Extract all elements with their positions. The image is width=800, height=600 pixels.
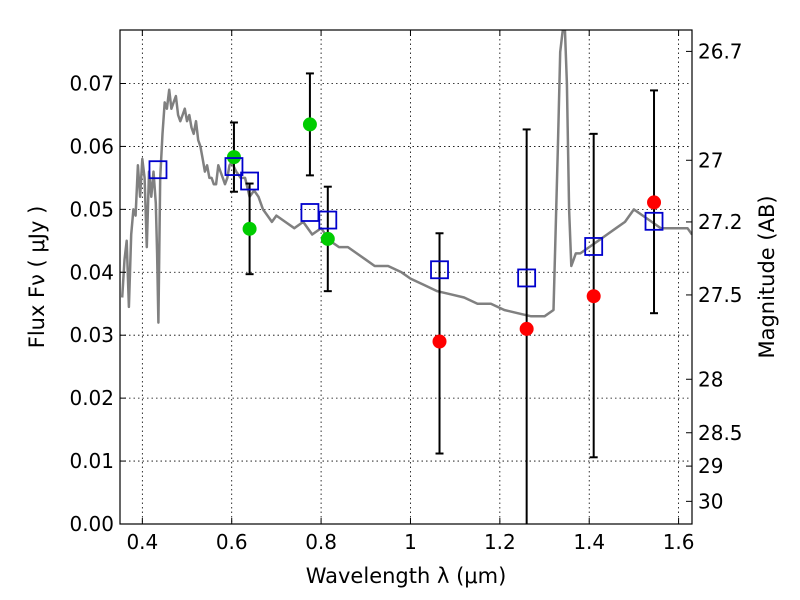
x-tick-label: 1 bbox=[404, 530, 417, 554]
upper-limit-point bbox=[519, 321, 534, 336]
detection-point bbox=[302, 117, 317, 132]
y-tick-label: 0.05 bbox=[69, 197, 114, 221]
right-tick-label: 27.5 bbox=[698, 283, 743, 307]
y-axis-title: Flux Fν ( μJy ) bbox=[25, 206, 49, 349]
model-photometry-point bbox=[584, 237, 604, 256]
right-tick-label: 27.2 bbox=[698, 210, 743, 234]
x-tick-label: 0.8 bbox=[305, 530, 337, 554]
data-markers bbox=[148, 117, 664, 349]
y-tick-label: 0.03 bbox=[69, 323, 114, 347]
upper-limit-point bbox=[647, 195, 662, 210]
detection-point bbox=[242, 221, 257, 236]
right-tick-label: 29 bbox=[698, 454, 723, 478]
detection-point bbox=[226, 150, 241, 165]
y-tick-label: 0.07 bbox=[69, 71, 114, 95]
model-photometry-point bbox=[430, 260, 449, 280]
upper-limit-point bbox=[432, 334, 447, 349]
model-photometry-point bbox=[517, 268, 537, 288]
x-tick-label: 0.4 bbox=[126, 530, 158, 554]
model-photometry-point bbox=[148, 160, 168, 180]
model-photometry-point bbox=[240, 171, 259, 191]
y-tick-label: 0.06 bbox=[69, 134, 114, 158]
plot-frame bbox=[119, 29, 693, 525]
right-axis-title: Magnitude (AB) bbox=[755, 195, 779, 358]
upper-limit-point bbox=[586, 289, 601, 304]
model-photometry-point bbox=[224, 157, 244, 176]
model-photometry-point bbox=[300, 203, 320, 222]
axis-ticks: 0.4 0.6 0.8 1 1.2 1.4 1.6 0.00 0.01 0.02 0.03 0.04 0… bbox=[69, 30, 743, 554]
right-tick-label: 30 bbox=[698, 489, 723, 513]
x-tick-label: 1.2 bbox=[484, 530, 516, 554]
x-axis-title: Wavelength λ (μm) bbox=[306, 564, 507, 588]
detection-point bbox=[320, 231, 335, 246]
x-tick-label: 0.6 bbox=[216, 530, 248, 554]
y-tick-label: 0.02 bbox=[69, 386, 114, 410]
right-tick-label: 28.5 bbox=[698, 421, 743, 445]
x-tick-label: 1.4 bbox=[573, 530, 605, 554]
y-tick-label: 0.01 bbox=[69, 449, 114, 473]
y-tick-label: 0.04 bbox=[69, 260, 114, 284]
grid bbox=[120, 30, 692, 524]
spectrum-line bbox=[120, 30, 692, 324]
x-tick-label: 1.6 bbox=[663, 530, 695, 554]
model-photometry-point bbox=[318, 210, 338, 230]
right-tick-label: 26.7 bbox=[698, 39, 743, 63]
right-tick-label: 27 bbox=[698, 148, 723, 172]
y-tick-label: 0.00 bbox=[69, 512, 114, 536]
model-spectrum bbox=[120, 30, 692, 324]
right-tick-label: 28 bbox=[698, 367, 723, 391]
model-photometry-point bbox=[644, 211, 664, 231]
